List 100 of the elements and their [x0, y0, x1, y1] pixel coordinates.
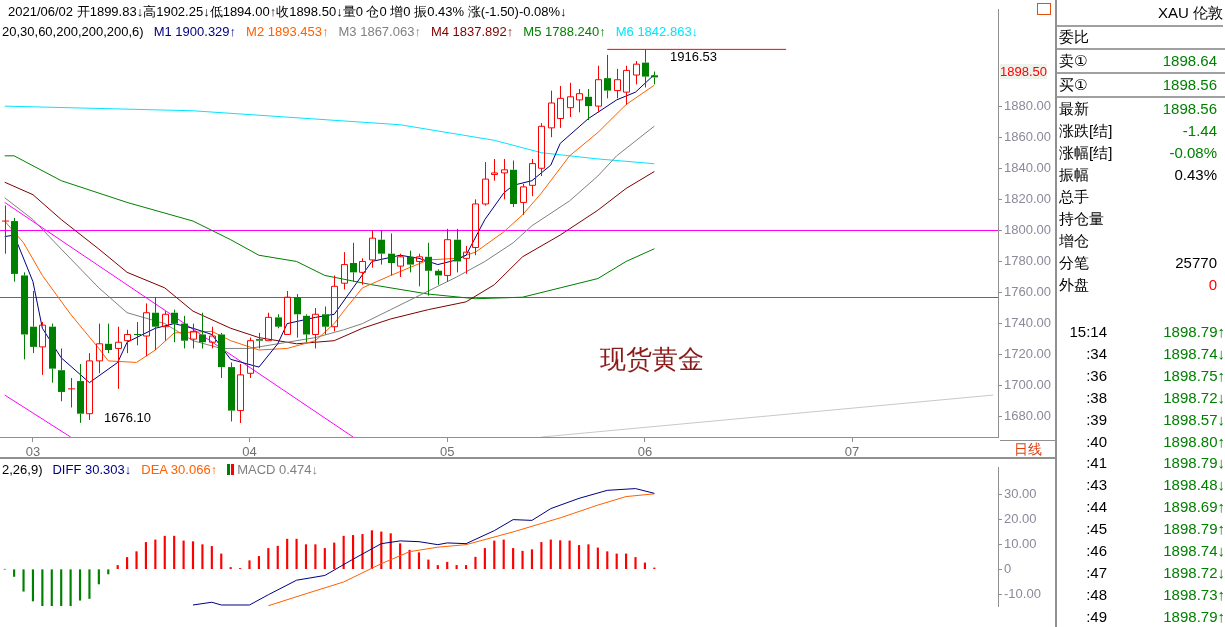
category-label: :45 [1085, 520, 1107, 539]
text: M6 1842.863↓ [615, 24, 699, 39]
category-label: :40 [1085, 432, 1107, 451]
candlestick [11, 217, 18, 283]
text: 1898.73↑ [1163, 585, 1225, 603]
x-tick-label: 07 [844, 444, 860, 460]
bar [314, 544, 317, 570]
category-label: :46 [1085, 542, 1107, 560]
candlestick [557, 85, 564, 129]
candlestick [425, 242, 432, 297]
bar [88, 569, 91, 599]
candlestick [595, 65, 602, 113]
candlestick [152, 296, 159, 351]
candlestick [49, 323, 56, 384]
category-label: 分笔 [1059, 254, 1089, 272]
legend-label: MACD 0.474↓ [236, 462, 319, 477]
bar [201, 544, 204, 570]
text: DIFF 30.303↓ [52, 462, 132, 477]
text: 1898.74↓ [1163, 542, 1225, 559]
category-label: :39 [1085, 410, 1107, 429]
text: 1898.50 [1000, 64, 1047, 79]
text: 1898.72↓ [1163, 563, 1225, 581]
legend-title: 20,30,60,200,200,200,6) [2, 24, 144, 39]
bar [22, 569, 25, 592]
text: -1.44 [1182, 122, 1217, 139]
bar [615, 553, 618, 570]
y-tick-label: 1840.00 [1004, 159, 1051, 175]
bar [163, 535, 166, 570]
candlestick [416, 253, 423, 287]
candlestick [341, 251, 348, 290]
text: 0.43% [1174, 166, 1217, 183]
bar [625, 553, 628, 570]
y-tick-label: 10.00 [1004, 535, 1037, 551]
bar [78, 569, 82, 601]
text: 1898.79↑ [1163, 520, 1225, 538]
bar [107, 569, 110, 575]
bar [483, 548, 486, 570]
category-label: :41 [1085, 454, 1107, 473]
bar [41, 569, 44, 606]
category-label: 委比 [1059, 28, 1089, 46]
text: 1898.56 [1162, 76, 1217, 93]
category-label: 最新 [1059, 100, 1089, 118]
y-tick-label: 1880.00 [1004, 97, 1051, 113]
y-tick-label: 1720.00 [1004, 346, 1051, 362]
bar [474, 556, 477, 570]
candlestick [604, 54, 611, 99]
x-tick-label: 04 [242, 444, 257, 460]
bar [530, 549, 534, 570]
bar [126, 557, 129, 570]
bar [436, 565, 439, 570]
text: 1898.48↓ [1163, 476, 1225, 494]
bar [596, 547, 599, 570]
category-label: 增仓 [1059, 232, 1089, 250]
bar [577, 545, 581, 570]
candlestick [1, 205, 10, 255]
chart-title: 2021/06/02 开1899.83↓高1902.25↓低1894.00↑收1898.50↓量0 仓0 增0 振0.43% 涨(-1.50)-0.08%↓ [8, 3, 567, 21]
text: 1898.75↑ [1163, 366, 1225, 384]
candlestick [143, 302, 150, 357]
candlestick [369, 229, 376, 269]
candlestick [642, 48, 649, 88]
candlestick [614, 68, 621, 99]
bar [361, 534, 364, 570]
bar [540, 542, 543, 570]
candlestick [501, 158, 508, 200]
bar [144, 542, 148, 570]
candlestick [350, 242, 357, 283]
candlestick [115, 326, 122, 390]
candlestick [407, 250, 414, 273]
text: M2 1893.453↑ [246, 24, 329, 39]
legend-title: 2,26,9) [2, 462, 43, 477]
text: 1898.72↓ [1163, 388, 1225, 406]
text: 1898.56 [1162, 100, 1217, 117]
text: 1898.79↓ [1163, 454, 1225, 472]
bar [286, 538, 289, 570]
candlestick [548, 90, 555, 138]
candlestick [96, 323, 103, 374]
candlestick [294, 293, 301, 339]
candlestick [444, 228, 451, 283]
bar [512, 548, 515, 570]
category-label: :43 [1085, 476, 1107, 495]
bar [446, 561, 449, 570]
bar [31, 569, 35, 602]
text: 1898.79↑ [1163, 607, 1225, 625]
candlestick [133, 321, 142, 346]
x-tick-label: 06 [637, 444, 653, 460]
bar [276, 545, 279, 570]
text: M5 1788.240↑ [523, 24, 606, 39]
text: DEA 30.066↑ [141, 462, 218, 477]
bar [182, 540, 185, 570]
bar [464, 565, 468, 570]
bar [559, 540, 562, 570]
annotation: 1676.10 [104, 410, 151, 425]
candlestick [454, 228, 461, 273]
bar [191, 541, 195, 570]
bar [173, 535, 176, 570]
bar [568, 540, 571, 570]
candlestick [39, 321, 46, 376]
candlestick [237, 363, 244, 424]
category-label: 振幅 [1059, 166, 1089, 184]
category-label: :38 [1085, 388, 1107, 407]
